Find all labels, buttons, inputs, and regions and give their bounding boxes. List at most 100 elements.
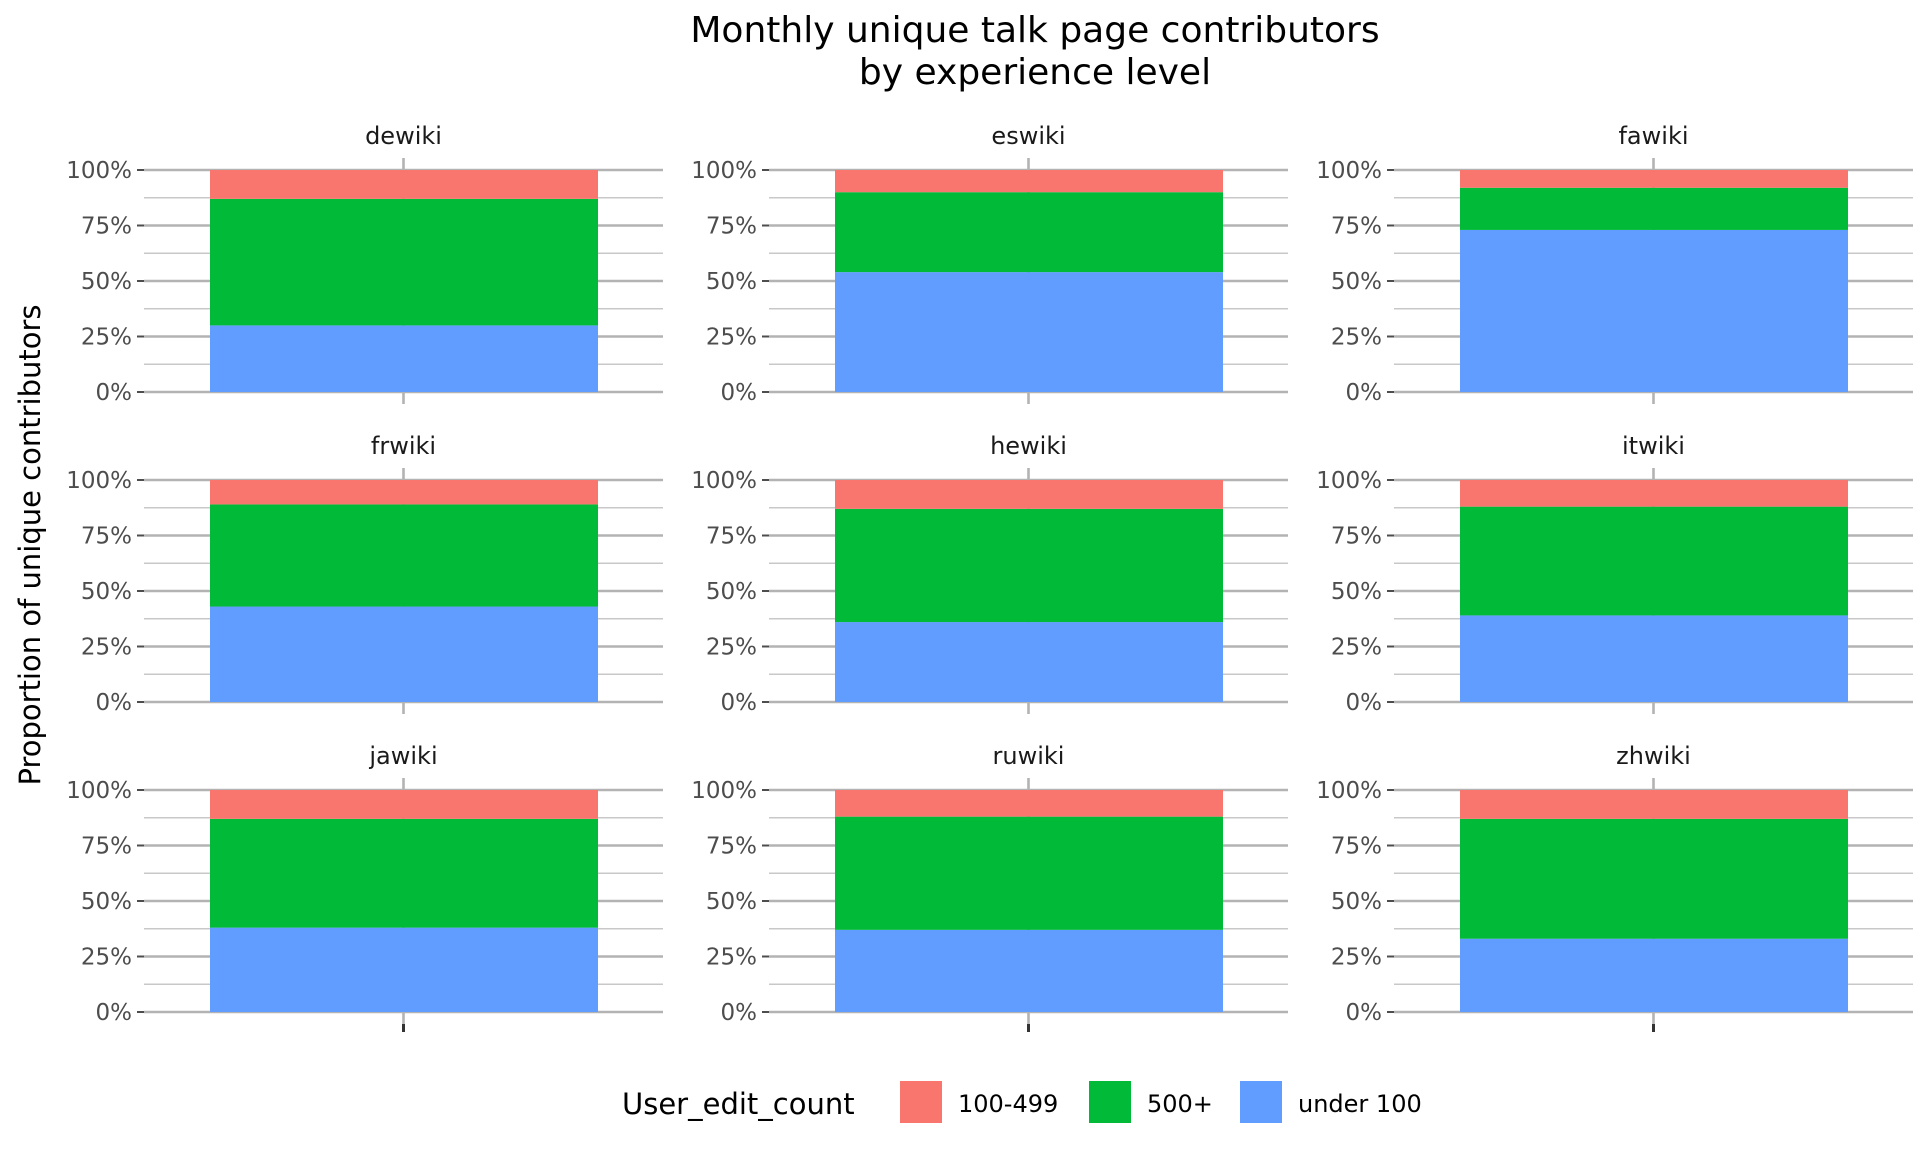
y-tick-label: 0% — [1346, 690, 1383, 716]
bar-segment-itwiki-range-100-499 — [1460, 480, 1848, 507]
y-tick-label: 100% — [1316, 778, 1382, 804]
y-tick-label: 75% — [81, 214, 132, 240]
facet-label-frwiki: frwiki — [371, 432, 436, 460]
bar-segment-itwiki-plus-500 — [1460, 506, 1848, 616]
legend-label: under 100 — [1298, 1090, 1422, 1118]
legend-key-100-499 — [900, 1081, 942, 1123]
facet-label-ruwiki: ruwiki — [993, 742, 1065, 770]
y-tick-label: 100% — [66, 158, 132, 184]
y-tick-label: 0% — [96, 1000, 133, 1026]
y-tick-label: 100% — [691, 468, 757, 494]
facet-ruwiki: 0% 25% 50% 75% 100% ruwiki — [691, 742, 1288, 1032]
facet-label-jawiki: jawiki — [368, 742, 437, 770]
bar-segment-eswiki-under-100 — [835, 272, 1223, 392]
facet-label-fawiki: fawiki — [1618, 122, 1688, 150]
y-tick-label: 50% — [81, 889, 132, 915]
y-tick-label: 100% — [1316, 158, 1382, 184]
legend-label: 500+ — [1147, 1090, 1213, 1118]
y-tick-label: 0% — [1346, 380, 1383, 406]
y-tick-label: 0% — [1346, 1000, 1383, 1026]
bar-segment-ruwiki-range-100-499 — [835, 790, 1223, 817]
y-tick-label: 25% — [706, 635, 757, 661]
y-tick-label: 50% — [81, 269, 132, 295]
legend: User_edit_count 100-499 500+ under 100 — [622, 1081, 1422, 1123]
facet-fawiki: 0% 25% 50% 75% 100% fawiki — [1316, 122, 1913, 406]
facet-label-zhwiki: zhwiki — [1616, 742, 1691, 770]
y-tick-label: 100% — [1316, 468, 1382, 494]
y-tick-label: 0% — [721, 380, 758, 406]
bar-segment-jawiki-under-100 — [210, 927, 598, 1012]
facet-zhwiki: 0% 25% 50% 75% 100% zhwiki — [1316, 742, 1913, 1032]
y-tick-label: 75% — [1331, 834, 1382, 860]
y-tick-label: 50% — [1331, 579, 1382, 605]
bar-segment-jawiki-range-100-499 — [210, 790, 598, 819]
y-tick-label: 50% — [706, 579, 757, 605]
y-tick-label: 50% — [81, 579, 132, 605]
bar-segment-eswiki-plus-500 — [835, 192, 1223, 273]
y-tick-label: 50% — [1331, 269, 1382, 295]
y-tick-label: 0% — [721, 690, 758, 716]
facet-hewiki: 0% 25% 50% 75% 100% hewiki — [691, 432, 1288, 716]
legend-title: User_edit_count — [622, 1087, 855, 1121]
bar-segment-fawiki-plus-500 — [1460, 187, 1848, 230]
facet-label-eswiki: eswiki — [991, 122, 1065, 150]
bar-segment-ruwiki-under-100 — [835, 929, 1223, 1012]
y-tick-label: 25% — [81, 945, 132, 971]
y-tick-label: 25% — [81, 325, 132, 351]
y-tick-label: 50% — [706, 889, 757, 915]
y-tick-label: 50% — [706, 269, 757, 295]
y-tick-label: 100% — [66, 778, 132, 804]
y-tick-label: 75% — [706, 214, 757, 240]
chart-title-line-1: Monthly unique talk page contributors — [690, 10, 1379, 51]
bar-segment-zhwiki-under-100 — [1460, 938, 1848, 1012]
bar-segment-hewiki-range-100-499 — [835, 480, 1223, 509]
facet-eswiki: 0% 25% 50% 75% 100% eswiki — [691, 122, 1288, 406]
facet-dewiki: 0% 25% 50% 75% 100% dewiki — [66, 122, 663, 406]
y-tick-label: 75% — [1331, 524, 1382, 550]
bar-segment-dewiki-plus-500 — [210, 198, 598, 326]
bar-segment-hewiki-plus-500 — [835, 508, 1223, 623]
bar-segment-frwiki-plus-500 — [210, 504, 598, 607]
bar-segment-zhwiki-plus-500 — [1460, 818, 1848, 939]
bar-segment-frwiki-under-100 — [210, 606, 598, 702]
chart-title-line-2: by experience level — [859, 52, 1211, 93]
legend-key-500- — [1089, 1081, 1131, 1123]
legend-label: 100-499 — [958, 1090, 1058, 1118]
y-tick-label: 25% — [1331, 635, 1382, 661]
y-tick-label: 25% — [81, 635, 132, 661]
bar-segment-ruwiki-plus-500 — [835, 816, 1223, 930]
y-tick-label: 100% — [691, 158, 757, 184]
facet-label-itwiki: itwiki — [1622, 432, 1685, 460]
y-tick-label: 25% — [706, 945, 757, 971]
bar-segment-zhwiki-range-100-499 — [1460, 790, 1848, 819]
y-tick-label: 75% — [81, 834, 132, 860]
y-tick-label: 0% — [721, 1000, 758, 1026]
bar-segment-itwiki-under-100 — [1460, 615, 1848, 702]
bar-segment-fawiki-range-100-499 — [1460, 170, 1848, 188]
y-tick-label: 75% — [1331, 214, 1382, 240]
y-tick-label: 25% — [706, 325, 757, 351]
y-tick-label: 75% — [706, 524, 757, 550]
y-tick-label: 50% — [1331, 889, 1382, 915]
y-tick-label: 75% — [706, 834, 757, 860]
bar-segment-jawiki-plus-500 — [210, 818, 598, 928]
y-tick-label: 100% — [691, 778, 757, 804]
facet-label-hewiki: hewiki — [990, 432, 1067, 460]
facet-itwiki: 0% 25% 50% 75% 100% itwiki — [1316, 432, 1913, 716]
y-tick-label: 0% — [96, 380, 133, 406]
y-tick-label: 100% — [66, 468, 132, 494]
y-tick-label: 0% — [96, 690, 133, 716]
facets-layer: 0% 25% 50% 75% 100% dewiki 0% 25% 50% 75% 100% eswi… — [66, 122, 1913, 1032]
bar-segment-eswiki-range-100-499 — [835, 170, 1223, 193]
bar-segment-fawiki-under-100 — [1460, 229, 1848, 392]
y-axis-label: Proportion of unique contributors — [13, 304, 47, 785]
y-tick-label: 25% — [1331, 325, 1382, 351]
legend-key-under-100 — [1240, 1081, 1282, 1123]
bar-segment-hewiki-under-100 — [835, 622, 1223, 702]
facet-frwiki: 0% 25% 50% 75% 100% frwiki — [66, 432, 663, 716]
facet-label-dewiki: dewiki — [365, 122, 442, 150]
bar-segment-dewiki-range-100-499 — [210, 170, 598, 199]
y-tick-label: 75% — [81, 524, 132, 550]
